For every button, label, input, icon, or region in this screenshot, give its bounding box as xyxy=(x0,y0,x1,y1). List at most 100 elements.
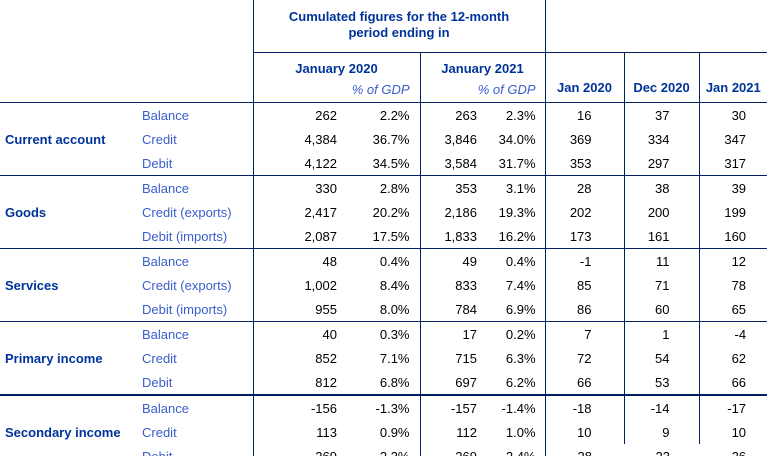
cell-value: 34.0% xyxy=(498,131,536,147)
table-row: Debit 4,122 34.5% 3,584 31.7% 353 297 31… xyxy=(0,151,767,176)
cell-value: 262 xyxy=(252,102,345,127)
cell-value: 697 xyxy=(419,370,485,395)
col-header-jan-2021: Jan 2021 xyxy=(698,52,767,103)
cell-value: -17 xyxy=(698,394,767,420)
row-label: Debit (imports) xyxy=(142,228,228,244)
row-label: Credit xyxy=(142,350,177,366)
cell-value: 62 xyxy=(698,346,767,370)
pct-of-gdp-label: % of GDP xyxy=(351,81,410,97)
cell-value: 86 xyxy=(544,297,625,322)
cell-value: 715 xyxy=(419,346,485,370)
section-label-current-account: Current account xyxy=(5,131,106,147)
row-label: Balance xyxy=(140,321,253,346)
cell-value: 955 xyxy=(252,297,345,322)
cell-value: 200 xyxy=(623,200,700,224)
cell-value: 2.8% xyxy=(345,175,420,200)
cell-value: 53 xyxy=(623,370,700,395)
cell-value: 8.4% xyxy=(379,277,410,293)
table-row: Primary income Balance 40 0.3% 17 0.2% 7… xyxy=(0,321,767,395)
cell-value: 4,384 xyxy=(252,127,345,151)
table-row: Credit 852 7.1% 715 6.3% 72 54 62 xyxy=(0,346,767,370)
cell-value: 71 xyxy=(623,273,700,297)
cell-value: 10 xyxy=(544,420,625,444)
cell-value: -4 xyxy=(698,321,767,346)
cell-value: 2,417 xyxy=(252,200,345,224)
cell-value: 3,846 xyxy=(419,127,485,151)
monthly-blank-cell xyxy=(544,0,767,53)
cell-value: 1 xyxy=(623,321,700,346)
col-header-january-2020: January 2020 % of GDP xyxy=(252,52,420,103)
table-row: Credit 4,384 36.7% 3,846 34.0% 369 334 3… xyxy=(0,127,767,151)
cell-value: 160 xyxy=(698,224,767,249)
cell-value: 11 xyxy=(623,248,700,273)
section-label-primary-income: Primary income xyxy=(0,321,140,395)
pct-of-gdp-label: % of GDP xyxy=(477,81,536,97)
cell-value: 269 xyxy=(252,444,345,456)
cell-value: 353 xyxy=(419,175,485,200)
table-row: Credit (exports) 2,417 20.2% 2,186 19.3%… xyxy=(0,200,767,224)
cell-value: 17.5% xyxy=(372,228,410,244)
cell-value: 34.5% xyxy=(372,155,410,171)
cell-value: 3,584 xyxy=(419,151,485,176)
cell-value: 6.2% xyxy=(505,374,536,390)
table-row: Debit (imports) 2,087 17.5% 1,833 16.2% … xyxy=(0,224,767,249)
cell-value: 9 xyxy=(623,420,700,444)
row-label: Debit xyxy=(142,374,173,390)
cell-value: 334 xyxy=(623,127,700,151)
cell-value: 353 xyxy=(544,151,625,176)
cell-value: 330 xyxy=(252,175,345,200)
row-label: Balance xyxy=(140,394,253,420)
cell-value: 269 xyxy=(419,444,485,456)
cell-value: 7 xyxy=(544,321,625,346)
cell-value: 28 xyxy=(544,175,625,200)
table-row: Credit (exports) 1,002 8.4% 833 7.4% 85 … xyxy=(0,273,767,297)
cell-value: 36.7% xyxy=(372,131,410,147)
cell-value: 28 xyxy=(544,444,625,456)
cell-value: 199 xyxy=(698,200,767,224)
cell-value: 26 xyxy=(731,448,747,456)
col-header-dec-2020: Dec 2020 xyxy=(623,52,700,103)
cell-value: 39 xyxy=(698,175,767,200)
cell-value: 30 xyxy=(698,102,767,127)
cell-value: 17 xyxy=(419,321,485,346)
cell-value: 369 xyxy=(544,127,625,151)
row-label: Credit (exports) xyxy=(142,204,232,220)
cell-value: -14 xyxy=(623,394,700,420)
cell-value: 317 xyxy=(698,151,767,176)
cell-value: 20.2% xyxy=(372,204,410,220)
cumulated-title: Cumulated figures for the 12-month perio… xyxy=(252,0,546,53)
row-label: Credit xyxy=(142,424,177,440)
cell-value: 1,833 xyxy=(419,224,485,249)
cell-value: 784 xyxy=(419,297,485,322)
header-row-columns: January 2020 % of GDP January 2021 % of … xyxy=(0,52,767,103)
section-label-secondary-income: Secondary income xyxy=(0,394,140,456)
cell-value: 0.2% xyxy=(485,321,546,346)
cell-value: 6.8% xyxy=(379,374,410,390)
cell-value: 66 xyxy=(698,370,767,395)
section-label-services: Services xyxy=(0,248,140,322)
cell-value: 23 xyxy=(655,448,671,456)
cell-value: 60 xyxy=(623,297,700,322)
cell-value: 2,186 xyxy=(419,200,485,224)
cell-value: -157 xyxy=(419,394,485,420)
cell-value: 1,002 xyxy=(252,273,345,297)
cell-value: 112 xyxy=(419,420,485,444)
table-row: Services Balance 48 0.4% 49 0.4% -1 11 1… xyxy=(0,248,767,322)
cell-value: -18 xyxy=(544,394,625,420)
cell-value: 173 xyxy=(544,224,625,249)
cell-value: 3.1% xyxy=(485,175,546,200)
cell-value: 4,122 xyxy=(252,151,345,176)
cell-value: 8.0% xyxy=(379,301,410,317)
cell-value: 54 xyxy=(623,346,700,370)
cell-value: 48 xyxy=(252,248,345,273)
table-row: Current account Balance 262 2.2% 263 2.3… xyxy=(0,102,767,147)
table-row: Debit (imports) 955 8.0% 784 6.9% 86 60 … xyxy=(0,297,767,322)
cell-value: 0.4% xyxy=(345,248,420,273)
cell-value: 0.4% xyxy=(485,248,546,273)
col-header-jan-2020: Jan 2020 xyxy=(544,52,625,103)
cell-value: 2.2% xyxy=(379,107,410,123)
header-row-cumulated: Cumulated figures for the 12-month perio… xyxy=(0,0,767,53)
row-label: Credit (exports) xyxy=(142,277,232,293)
row-label: Debit xyxy=(142,155,173,171)
row-label: Balance xyxy=(142,107,189,123)
